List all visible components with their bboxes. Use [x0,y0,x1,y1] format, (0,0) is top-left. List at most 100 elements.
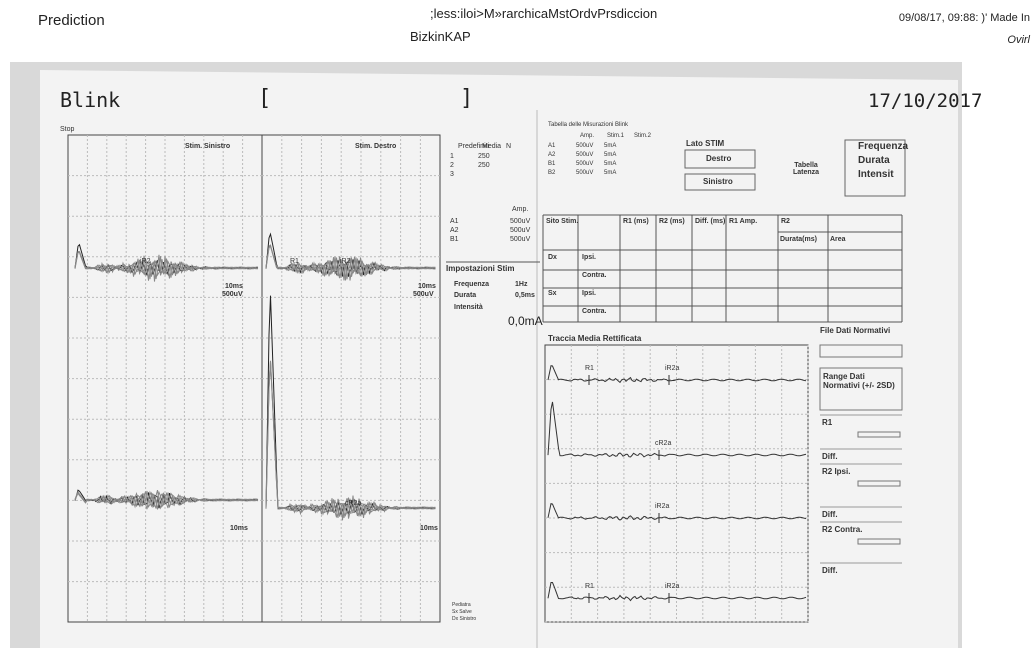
stim-cell: 1Hz [515,281,527,288]
table-subheader: Area [830,236,846,243]
measure-cell: 500uV [576,143,593,149]
amp-cell: 500uV [510,227,530,234]
stim-param: Frequenza [858,141,908,152]
normative-range: Range Dati Normativi (+/- 2SD) [823,372,901,390]
measure-cell: 5mA [604,143,616,149]
table-header: R2 [781,218,813,225]
panel-label: Stim. Sinistro [185,143,230,150]
amp-cell: 500uV [510,236,530,243]
measure-header: Stim.1 [607,133,624,139]
table-header: Sito Stim. [546,218,616,225]
stim-param: Intensit [858,169,894,180]
screen: Prediction ;less:iloi>M»rarchicaMstOrdvP… [0,0,1036,648]
row-side: Dx [548,254,557,261]
stim-cell: Durata [454,292,476,299]
marker-label: iR2 [140,258,151,265]
normative-item: Diff. [822,566,838,575]
marker-label: iR2a [665,583,679,590]
table-header: R1 (ms) [623,218,655,225]
stim-param: Durata [858,155,890,166]
marker-label: iR2 [340,258,351,265]
lato-button[interactable]: Sinistro [703,177,733,186]
measure-cell: 5mA [604,170,616,176]
control-cell: 250 [478,153,490,160]
marker-label: cR2a [655,440,671,447]
measure-cell: B2 [548,170,555,176]
lato-title: Lato STIM [686,139,724,148]
measure-cell: 500uV [576,161,593,167]
measure-title: Tabella delle Misurazioni Blink [548,122,628,128]
measure-header: Amp. [580,133,594,139]
row-type: Ipsi. [582,254,596,261]
lato-button[interactable]: Destro [706,154,731,163]
normative-item: R2 Ipsi. [822,467,850,476]
control-cell: 2 [450,162,454,169]
footer-note: Dx Sinistro [452,616,476,622]
sheet-date: 17/10/2017 [868,90,982,112]
sheet-title: Blink [60,88,120,112]
normative-item: R1 [822,418,832,427]
rectified-title: Traccia Media Rettificata [548,334,641,343]
measure-cell: 500uV [576,170,593,176]
control-header: N [506,143,511,150]
marker-label: R1 [290,258,299,265]
stim-label: Intensità [454,304,483,311]
measure-cell: 5mA [604,152,616,158]
measure-cell: B1 [548,161,555,167]
table-header: Diff. (ms) [695,218,727,225]
bracket: [ [258,86,271,111]
amp-cell: 500uV [510,218,530,225]
marker-label: cR2a [345,500,361,507]
amp-cell: A1 [450,218,459,225]
control-cell: 1 [450,153,454,160]
bracket: ] [460,86,473,111]
normative-item: Diff. [822,452,838,461]
stim-cell: 0,5ms [515,292,535,299]
stim-current: 0,0mA [508,314,543,328]
marker-label: R1 [585,365,594,372]
paper [40,70,958,648]
header-left: Prediction [38,12,105,29]
header-right: Ovirl [1007,34,1030,46]
row-type: Contra. [582,308,607,315]
header-center: ;less:iloi>M»rarchicaMstOrdvPrsdiccion [430,6,657,21]
marker-label: iR2a [655,503,669,510]
table-subheader: Durata(ms) [780,236,817,243]
row-type: Contra. [582,272,607,279]
footer-note: Sx Salve [452,609,472,615]
header-center: BizkinKAP [410,29,471,44]
table-header: R2 (ms) [659,218,691,225]
scale-label: 500uV [222,291,243,298]
header-right: 09/08/17, 09:88: )' Made In [899,12,1030,24]
amp-cell: B1 [450,236,459,243]
scale-label: 500uV [413,291,434,298]
normative-title: File Dati Normativi [820,326,890,335]
marker-label: R1 [585,583,594,590]
scale-label: 10ms [418,283,436,290]
table-header: R1 Amp. [729,218,761,225]
row-side: Sx [548,290,557,297]
control-header: Media [482,143,501,150]
tab-label: Stop [60,126,74,133]
amp-label: Amp. [512,206,528,213]
panel-label: Stim. Destro [355,143,396,150]
normative-item: R2 Contra. [822,525,862,534]
stim-title: Impostazioni Stim [446,264,514,273]
measure-cell: A1 [548,143,555,149]
measure-cell: 5mA [604,161,616,167]
tabella-latenza[interactable]: Tabella Latenza [785,162,827,176]
control-cell: 3 [450,171,454,178]
marker-label: iR2a [665,365,679,372]
measure-header: Stim.2 [634,133,651,139]
footer-note: Pediatra [452,602,471,608]
row-type: Ipsi. [582,290,596,297]
stim-cell: Frequenza [454,281,489,288]
measure-cell: A2 [548,152,555,158]
normative-item: Diff. [822,510,838,519]
amp-cell: A2 [450,227,459,234]
scale-label: 10ms [225,283,243,290]
measure-cell: 500uV [576,152,593,158]
scale-label: 10ms [420,525,438,532]
scale-label: 10ms [230,525,248,532]
control-cell: 250 [478,162,490,169]
